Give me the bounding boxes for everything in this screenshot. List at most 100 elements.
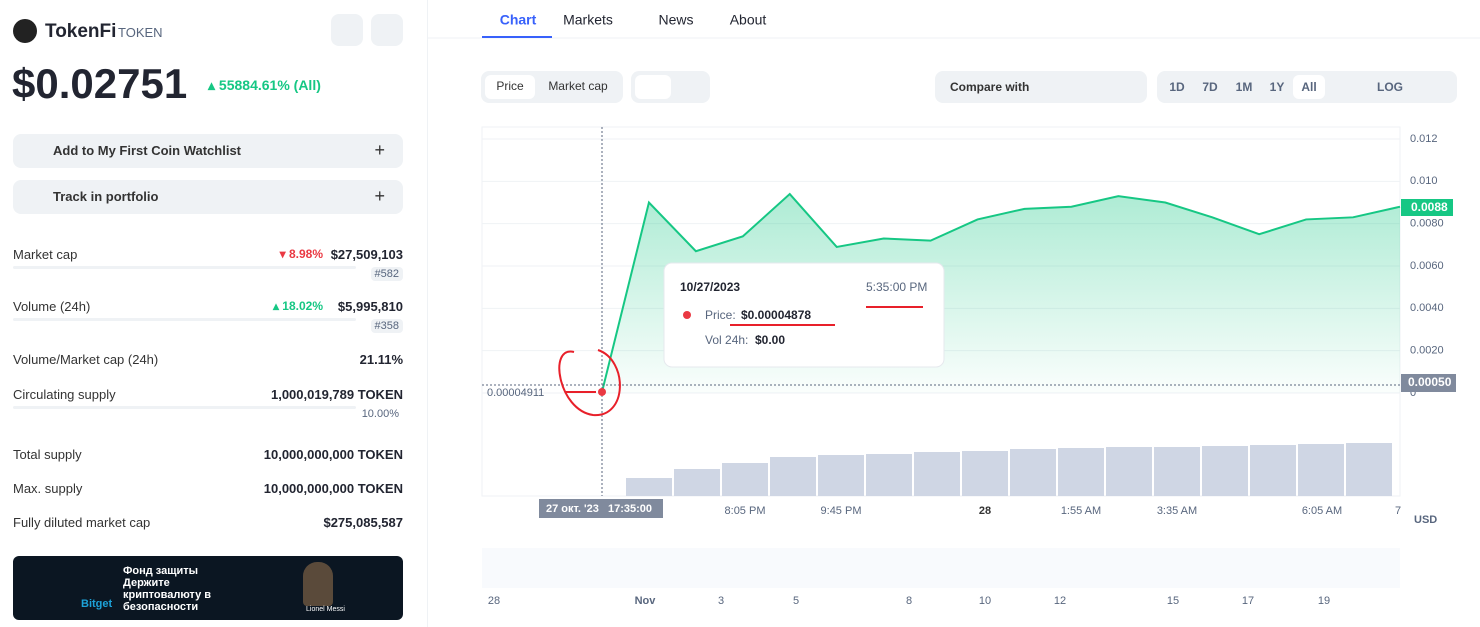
volume-bar bbox=[1010, 449, 1056, 496]
coin-symbol: TOKEN bbox=[118, 25, 163, 40]
progress-bar bbox=[13, 406, 356, 409]
share-button[interactable] bbox=[371, 14, 403, 46]
button-label: Track in portfolio bbox=[53, 189, 159, 204]
watchlist-button[interactable]: Add to My First Coin Watchlist + bbox=[13, 134, 403, 168]
button-label: Add to My First Coin Watchlist bbox=[53, 143, 242, 158]
volume-bar bbox=[1202, 446, 1248, 496]
cursor-date-badge bbox=[539, 499, 663, 518]
tooltip-vol: $0.00 bbox=[755, 333, 785, 347]
star-button[interactable] bbox=[331, 14, 363, 46]
tab[interactable]: Markets bbox=[563, 12, 613, 28]
ad-brand: Bitget bbox=[81, 598, 113, 610]
y-tick-label: 0 bbox=[1410, 387, 1416, 399]
logo bbox=[13, 19, 37, 43]
navigator-label: 17 bbox=[1242, 595, 1254, 607]
tab-indicator bbox=[482, 36, 552, 38]
stat-rank: #582 bbox=[370, 267, 403, 281]
ad-line: Фонд защиты bbox=[123, 565, 199, 577]
compare-label: Compare with bbox=[950, 80, 1029, 94]
portfolio-button[interactable]: Track in portfolio + bbox=[13, 180, 403, 214]
tab[interactable]: News bbox=[658, 12, 693, 28]
navigator-label: 12 bbox=[1054, 595, 1066, 607]
y-tick-label: 0.0060 bbox=[1410, 260, 1444, 272]
volume-bar bbox=[770, 457, 816, 496]
crosshair-value: 0.00050 bbox=[1408, 375, 1452, 389]
plus: + bbox=[374, 140, 385, 160]
stat-value: 21.11% bbox=[359, 352, 403, 367]
range-button[interactable]: 1M bbox=[1236, 80, 1253, 94]
tooltip-price: $0.00004878 bbox=[741, 308, 811, 322]
unit: USD bbox=[1414, 514, 1437, 526]
y-tick-label: 0.010 bbox=[1410, 175, 1438, 187]
ad-line: Держите bbox=[123, 577, 170, 589]
navigator-label: Nov bbox=[635, 595, 657, 607]
stat-rank: 10.00% bbox=[361, 408, 399, 420]
volume-bar bbox=[1058, 448, 1104, 496]
volume-bar bbox=[1106, 447, 1152, 496]
navigator-label: 10 bbox=[979, 595, 991, 607]
stat-value: $27,509,103 bbox=[330, 247, 403, 262]
annotation-circle bbox=[558, 349, 621, 417]
stat-label: Max. supply bbox=[13, 481, 83, 496]
stat-change: ▾ 8.98% bbox=[279, 247, 323, 261]
volume-bar bbox=[1250, 445, 1296, 496]
stat-label: Volume/Market cap (24h) bbox=[13, 352, 159, 367]
stat-change: ▴ 18.02% bbox=[272, 299, 323, 313]
range-button[interactable]: 7D bbox=[1202, 80, 1218, 94]
volume-bar bbox=[626, 478, 672, 496]
volume-bar bbox=[914, 452, 960, 496]
tab[interactable]: Chart bbox=[500, 12, 537, 28]
navigator-label: 19 bbox=[1318, 595, 1330, 607]
volume-bar bbox=[1298, 444, 1344, 496]
stat-label: Fully diluted market cap bbox=[13, 515, 151, 530]
range-button[interactable]: 1D bbox=[1169, 80, 1185, 94]
y-tick-label: 0.0080 bbox=[1410, 218, 1444, 230]
x-tick-label: 3:35 AM bbox=[1157, 505, 1197, 517]
volume-bar bbox=[866, 454, 912, 496]
cursor-date: 27 окт. '23 bbox=[546, 503, 599, 515]
sidebar: TokenFi TOKEN $0.02751 ▴ 55884.61% (All)… bbox=[0, 0, 428, 627]
range-button[interactable]: 1Y bbox=[1270, 80, 1285, 94]
stat-value: 1,000,019,789 TOKEN bbox=[270, 387, 403, 402]
x-tick-label: 1:55 AM bbox=[1061, 505, 1101, 517]
y-tick-label: 0.012 bbox=[1410, 133, 1438, 145]
x-tick-label: 7 bbox=[1395, 505, 1401, 517]
range-active bbox=[1293, 75, 1325, 99]
cursor-price: 0.00004911 bbox=[487, 387, 544, 399]
tab[interactable]: About bbox=[730, 12, 767, 28]
compare-select[interactable] bbox=[935, 71, 1147, 103]
stat-value: $275,085,587 bbox=[323, 515, 403, 530]
current-value: 0.0088 bbox=[1411, 200, 1448, 214]
ad-person: Lionel Messi bbox=[306, 606, 345, 613]
stat-value: 10,000,000,000 TOKEN bbox=[263, 481, 403, 496]
navigator-label: 3 bbox=[718, 595, 724, 607]
tooltip bbox=[663, 262, 945, 368]
y-tick-label: 0.0020 bbox=[1410, 345, 1444, 357]
line-style-button[interactable] bbox=[635, 75, 671, 99]
price-change-value: 55884.61% (All) bbox=[218, 77, 321, 93]
price: $0.02751 bbox=[12, 60, 188, 107]
x-tick-label: 6:05 AM bbox=[1302, 505, 1342, 517]
stat-label: Market cap bbox=[13, 247, 78, 262]
ad-line: безопасности bbox=[123, 601, 199, 613]
stat-value: 10,000,000,000 TOKEN bbox=[263, 447, 403, 462]
tooltip-price-label: Price: bbox=[705, 308, 736, 322]
navigator bbox=[482, 548, 1400, 588]
stat-change-value: 8.98% bbox=[288, 247, 323, 261]
x-tick-label: 9:45 PM bbox=[821, 505, 862, 517]
ad-line: криптовалюту в bbox=[123, 589, 212, 601]
price-change: ▴ 55884.61% (All) bbox=[208, 77, 321, 93]
volume-bar bbox=[722, 463, 768, 496]
navigator-label: 28 bbox=[488, 595, 500, 607]
log-button[interactable]: LOG bbox=[1377, 80, 1403, 94]
stat-change-value: 18.02% bbox=[282, 299, 323, 313]
range-button[interactable]: All bbox=[1301, 80, 1316, 94]
price-line bbox=[601, 192, 1401, 393]
stat-label: Volume (24h) bbox=[13, 299, 91, 314]
progress-bar bbox=[13, 266, 356, 269]
volume-bar bbox=[674, 469, 720, 496]
mode-button[interactable]: Market cap bbox=[548, 79, 608, 93]
mode-button[interactable]: Price bbox=[496, 79, 524, 93]
